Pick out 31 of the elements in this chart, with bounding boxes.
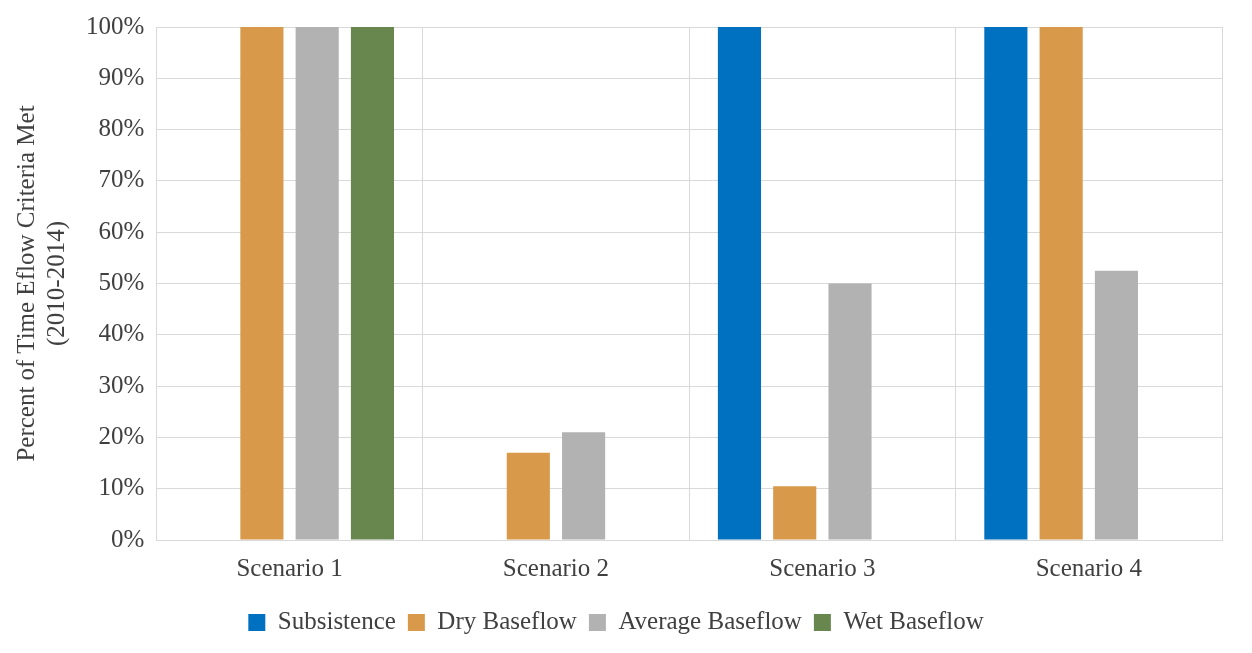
y-tick-label: 70% [98, 165, 145, 193]
bar [1039, 27, 1083, 540]
y-tick-label: 30% [98, 370, 145, 398]
x-tick-label: Scenario 3 [769, 553, 876, 581]
y-tick-label: 0% [111, 524, 145, 552]
bar [240, 27, 284, 540]
legend-label: Subsistence [277, 607, 396, 635]
bar [562, 432, 606, 540]
legend-label: Wet Baseflow [843, 607, 984, 635]
x-tick-label: Scenario 4 [1035, 553, 1143, 581]
y-tick-label: 60% [98, 216, 145, 244]
legend-label: Average Baseflow [618, 607, 802, 635]
y-tick-label: 90% [98, 62, 145, 90]
y-tick-label: 20% [98, 421, 145, 449]
bar [984, 27, 1028, 540]
bar [295, 27, 339, 540]
bar [773, 486, 817, 540]
y-tick-label: 100% [86, 11, 145, 39]
y-tick-label: 10% [98, 473, 145, 501]
y-axis-title: Percent of Time Eflow Criteria Met (2010-2014) [11, 105, 70, 462]
bar [350, 27, 395, 540]
x-tick-label: Scenario 1 [236, 553, 343, 581]
y-tick-label: 80% [98, 114, 145, 142]
y-tick-label: 50% [98, 268, 145, 296]
y-tick-label: 40% [98, 319, 145, 347]
bar [717, 27, 762, 540]
bar [506, 452, 550, 540]
legend-label: Dry Baseflow [437, 607, 577, 635]
bar [1094, 270, 1138, 540]
bar [828, 283, 872, 540]
x-tick-label: Scenario 2 [502, 553, 610, 581]
